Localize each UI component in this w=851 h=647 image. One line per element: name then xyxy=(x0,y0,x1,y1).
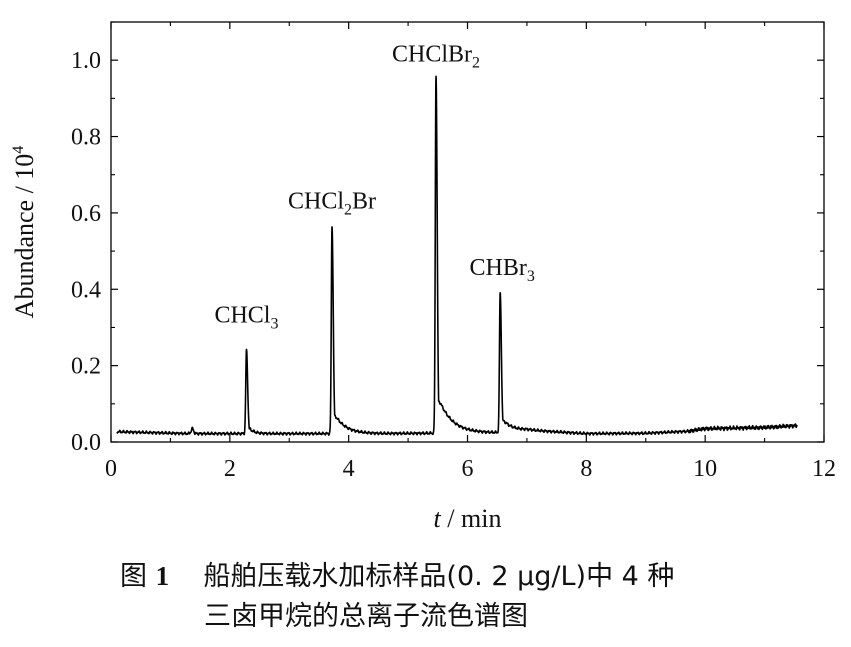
plot-border xyxy=(110,21,825,443)
x-tick-label: 8 xyxy=(580,456,592,482)
x-tick-label: 10 xyxy=(693,456,717,482)
peak-label-chcl2br: CHCl2Br xyxy=(288,188,376,218)
y-tick-label: 0.6 xyxy=(71,201,101,227)
caption-line-1: 图 1 船舶压载水加标样品(0. 2 μg/L)中 4 种 xyxy=(120,556,840,597)
y-tick-label: 0.0 xyxy=(71,430,101,456)
y-tick-label: 0.8 xyxy=(71,125,101,151)
chromatogram-chart: 0 2 4 6 8 10 12 0.0 0.2 0.4 0.6 0.8 1.0 CHCl3 CHCl2B… xyxy=(10,21,836,533)
plot-frame xyxy=(110,21,825,443)
peak-label-chbr3: CHBr3 xyxy=(470,255,535,285)
x-tick-label: 6 xyxy=(462,456,474,482)
y-tick-label: 1.0 xyxy=(71,48,101,74)
caption-title-line-1: 船舶压载水加标样品(0. 2 μg/L)中 4 种 xyxy=(203,561,675,592)
peak-labels: CHCl3 CHCl2Br CHClBr2 CHBr3 xyxy=(214,41,534,332)
x-tick-label: 12 xyxy=(812,456,836,482)
x-tick-label: 4 xyxy=(343,456,355,482)
y-tick-label: 0.4 xyxy=(71,277,101,303)
caption-figure-label: 图 xyxy=(120,561,147,592)
caption-line-2: 三卤甲烷的总离子流色谱图 xyxy=(204,601,528,632)
y-axis-label: Abundance / 104 xyxy=(10,146,39,319)
caption-figure-number: 1 xyxy=(155,561,170,591)
x-axis-label: t / min xyxy=(434,504,502,533)
y-tick-label: 0.2 xyxy=(71,354,101,380)
x-tick-label: 2 xyxy=(224,456,236,482)
peak-label-chcl3: CHCl3 xyxy=(214,302,278,332)
chromatogram-trace xyxy=(116,75,798,436)
y-axis-ticks: 0.0 0.2 0.4 0.6 0.8 1.0 xyxy=(71,21,824,456)
x-axis-ticks: 0 2 4 6 8 10 12 xyxy=(105,22,836,482)
peak-label-chclbr2: CHClBr2 xyxy=(392,41,480,71)
figure-caption: 图 1 船舶压载水加标样品(0. 2 μg/L)中 4 种 三卤甲烷的总离子流色… xyxy=(120,556,840,637)
x-tick-label: 0 xyxy=(105,456,117,482)
